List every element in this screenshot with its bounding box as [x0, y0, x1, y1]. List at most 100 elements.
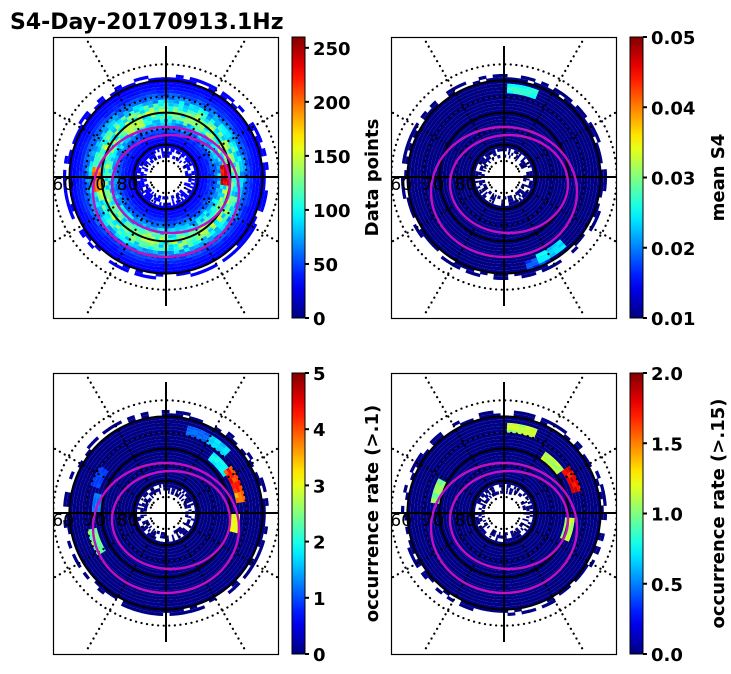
heatmap-bin — [529, 94, 537, 100]
heatmap-bin — [518, 152, 522, 157]
heatmap-bin — [555, 108, 563, 115]
heatmap-bin — [79, 188, 85, 196]
heatmap-bin — [247, 494, 253, 502]
heatmap-bin — [198, 254, 207, 261]
heatmap-bin — [524, 89, 532, 95]
heatmap-bin — [233, 556, 241, 565]
colorbar-tick-label: 0.04 — [651, 98, 695, 119]
heatmap-bin — [231, 140, 237, 147]
heatmap-bin — [475, 205, 481, 211]
heatmap-bin — [563, 107, 572, 115]
heatmap-bin — [195, 113, 202, 119]
heatmap-bin — [565, 199, 571, 206]
heatmap-bin — [562, 97, 571, 106]
heatmap-bin — [206, 425, 215, 433]
heatmap-bin — [514, 140, 519, 145]
heatmap-bin — [88, 198, 94, 206]
heatmap-bin — [84, 205, 90, 213]
heatmap-bin — [242, 462, 249, 471]
heatmap-bin — [204, 443, 212, 449]
heatmap-bin — [176, 140, 181, 145]
heatmap-bin — [223, 109, 231, 117]
heatmap-bin — [586, 214, 593, 223]
heatmap-bin — [510, 211, 514, 216]
heatmap-bin — [583, 132, 590, 141]
heatmap-bin — [248, 131, 255, 140]
heatmap-bin — [460, 263, 469, 270]
heatmap-bin — [152, 103, 159, 108]
heatmap-bin — [527, 205, 533, 210]
heatmap-bin — [252, 195, 258, 203]
heatmap-bin — [224, 460, 232, 468]
heatmap-bin — [212, 578, 220, 586]
heatmap-bin — [568, 146, 574, 153]
heatmap-bin — [131, 260, 139, 267]
heatmap-bin — [571, 138, 578, 146]
heatmap-bin — [512, 123, 518, 128]
heatmap-bin — [169, 135, 174, 139]
heatmap-bin — [231, 469, 238, 477]
heatmap-bin — [516, 225, 522, 231]
heatmap-bin — [590, 150, 596, 159]
heatmap-bin — [511, 200, 516, 205]
heatmap-bin — [203, 184, 208, 189]
heatmap-bin — [586, 138, 592, 147]
heatmap-bin — [584, 176, 588, 183]
heatmap-bin — [552, 127, 559, 134]
colorbar-label: Data points — [362, 119, 383, 237]
heatmap-bin — [183, 160, 187, 164]
heatmap-bin — [463, 93, 472, 100]
heatmap-bin — [185, 158, 190, 162]
heatmap-bin — [460, 161, 465, 166]
heatmap-bin — [146, 117, 152, 122]
heatmap-bin — [424, 224, 432, 233]
heatmap-bin — [568, 225, 575, 233]
heatmap-bin — [488, 191, 493, 195]
heatmap-bin — [203, 168, 208, 172]
heatmap-bin — [227, 559, 235, 567]
heatmap-bin — [141, 273, 150, 279]
heatmap-bin — [92, 139, 98, 147]
heatmap-bin — [138, 428, 146, 434]
heatmap-bin — [174, 139, 178, 144]
heatmap-bin — [560, 126, 567, 134]
heatmap-bin — [546, 109, 554, 117]
heatmap-bin — [571, 125, 578, 133]
heatmap-bin — [183, 609, 192, 615]
heatmap-bin — [111, 449, 119, 456]
heatmap-bin — [125, 162, 130, 167]
heatmap-bin — [566, 241, 574, 249]
heatmap-bin — [173, 249, 180, 254]
heatmap-bin — [467, 249, 475, 255]
heatmap-bin — [241, 483, 247, 491]
heatmap-bin — [134, 97, 142, 103]
heatmap-bin — [239, 135, 246, 143]
heatmap-bin — [556, 250, 564, 258]
heatmap-bin — [191, 590, 200, 596]
heatmap-bin — [484, 154, 489, 158]
heatmap-bin — [496, 106, 502, 110]
heatmap-bin — [212, 218, 219, 224]
heatmap-bin — [152, 216, 157, 221]
heatmap-bin — [156, 211, 161, 216]
heatmap-bin — [547, 186, 552, 191]
heatmap-bin — [506, 90, 514, 94]
heatmap-bin — [225, 107, 234, 115]
heatmap-bin — [520, 241, 527, 246]
heatmap-bin — [118, 104, 126, 111]
heatmap-bin — [158, 244, 165, 248]
heatmap-bin — [204, 170, 208, 175]
heatmap-bin — [159, 115, 164, 120]
heatmap-bin — [167, 115, 173, 120]
heatmap-bin — [127, 605, 136, 612]
heatmap-bin — [178, 248, 186, 254]
heatmap-bin — [97, 129, 104, 137]
heatmap-bin — [557, 224, 564, 231]
heatmap-bin — [576, 197, 582, 205]
heatmap-bin — [476, 185, 481, 189]
heatmap-bin — [208, 196, 214, 202]
heatmap-bin — [174, 259, 182, 264]
heatmap-bin — [111, 113, 119, 120]
heatmap-bin — [531, 201, 537, 207]
heatmap-bin — [529, 180, 533, 184]
